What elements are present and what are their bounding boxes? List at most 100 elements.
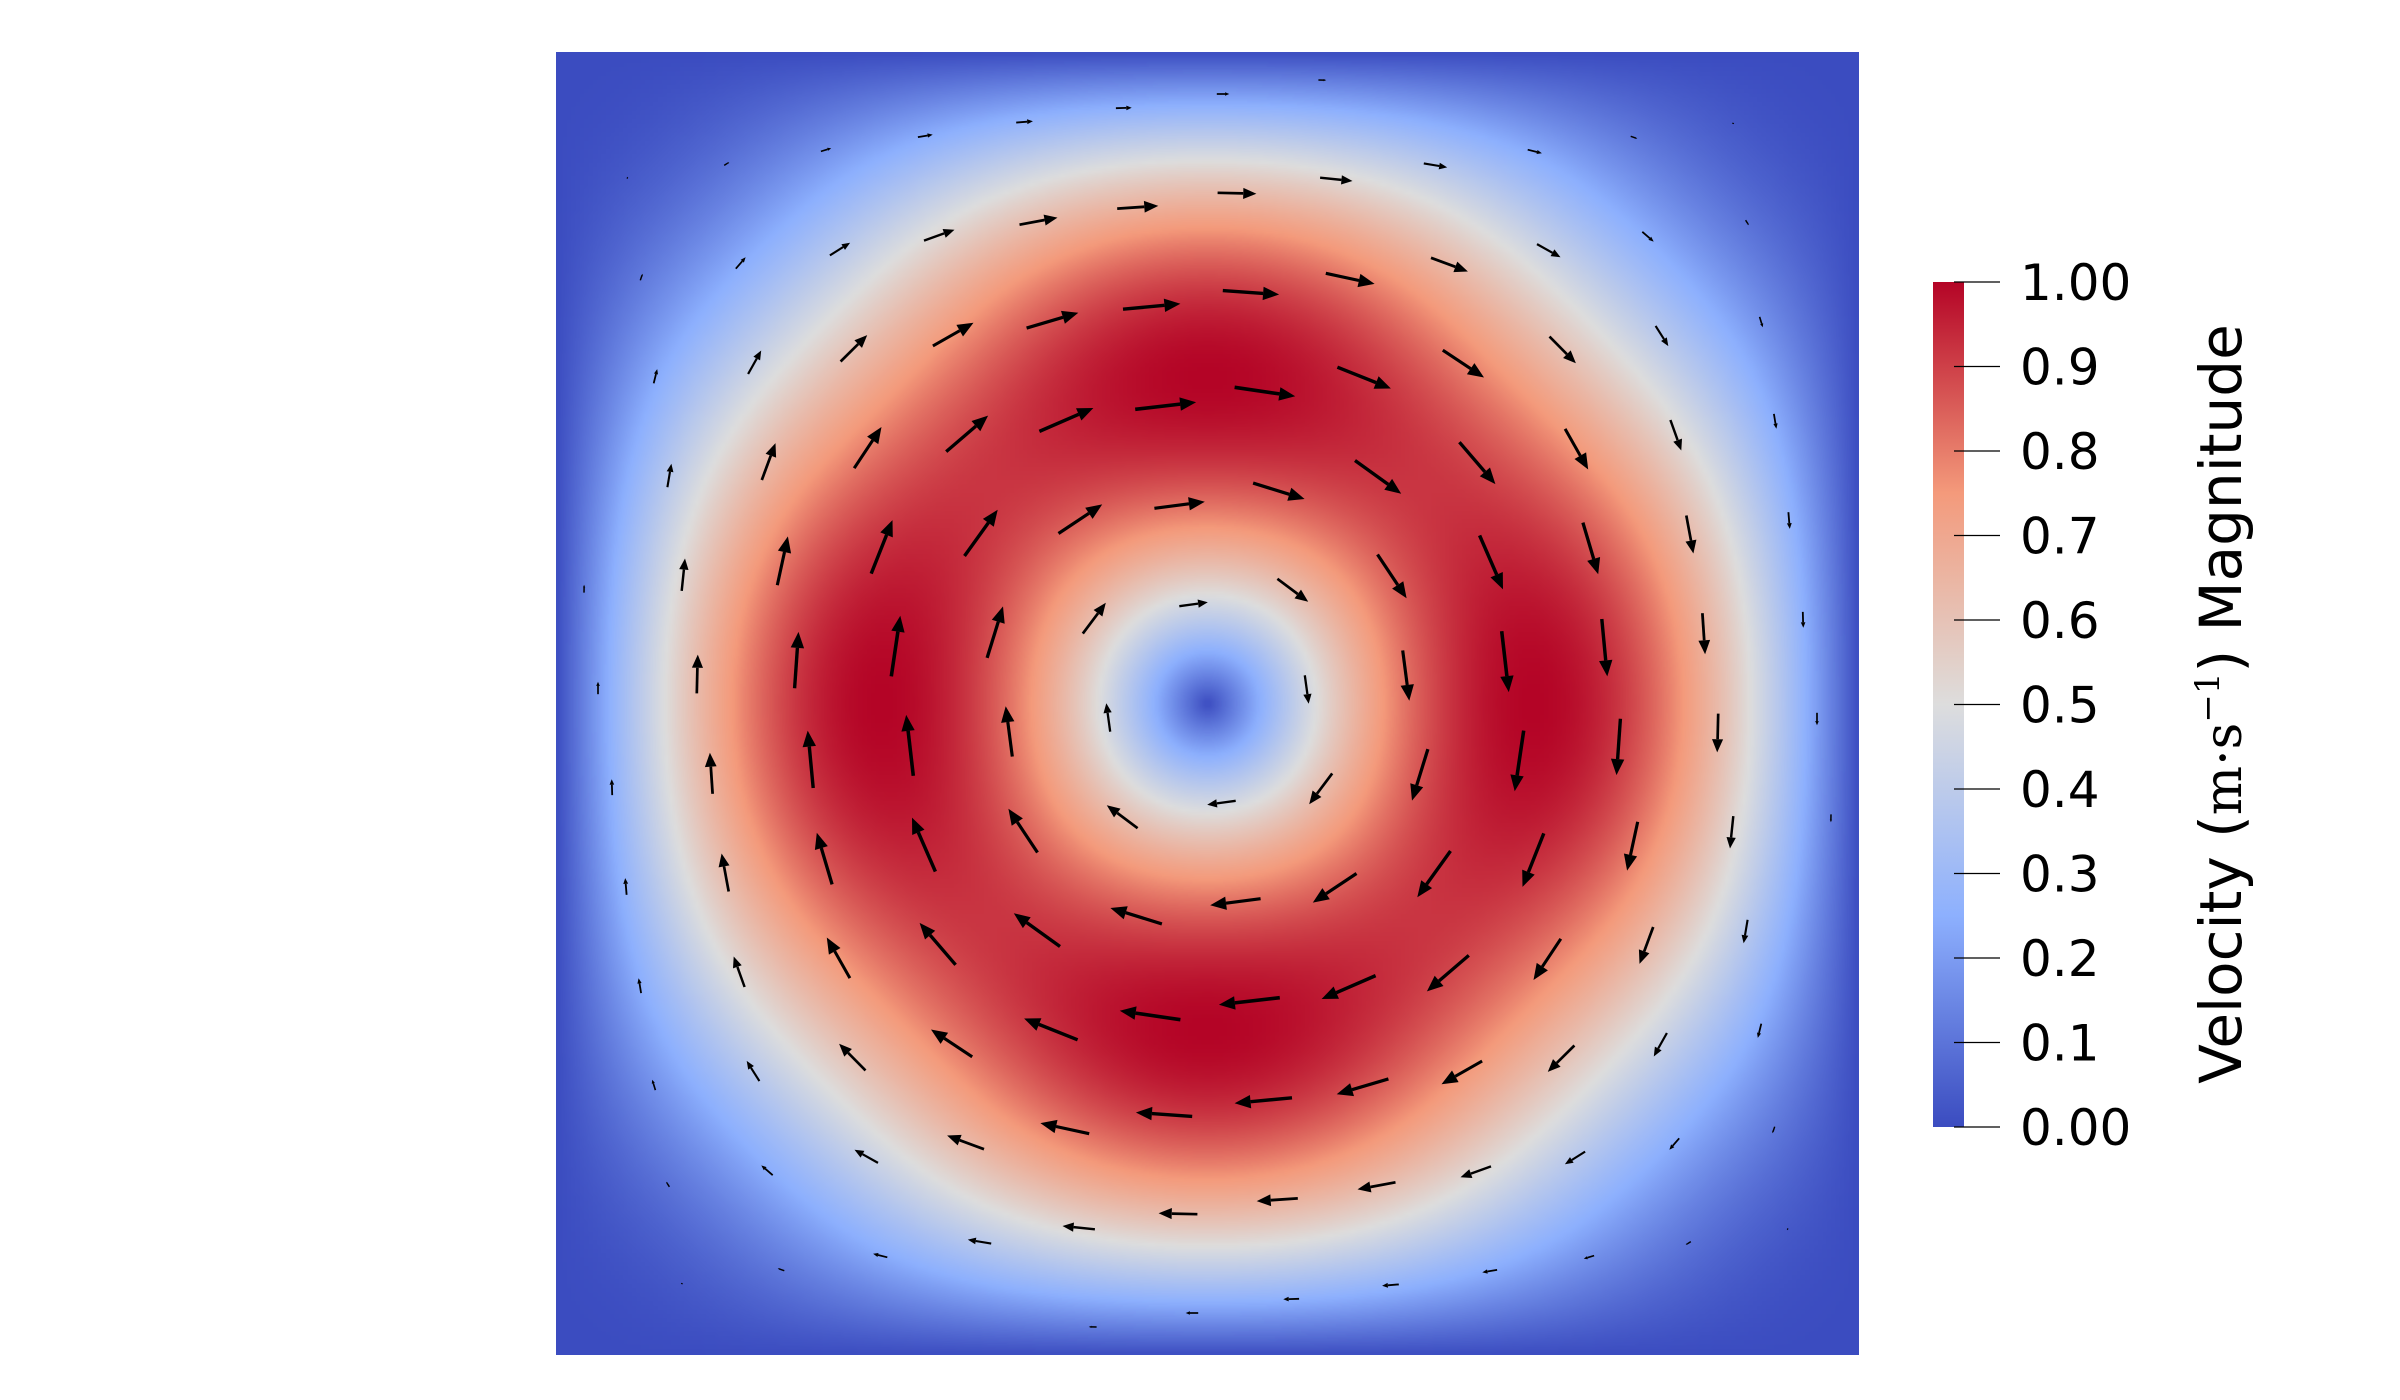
velocity-arrow	[1726, 815, 1736, 849]
velocity-arrow	[666, 463, 674, 488]
velocity-arrow	[1478, 534, 1503, 590]
velocity-arrow-head	[1610, 758, 1625, 776]
velocity-arrow-head	[931, 1029, 949, 1044]
colorbar-tick-label: 0.8	[2020, 423, 2100, 481]
velocity-arrow-head	[1829, 819, 1832, 823]
velocity-arrow-head	[1815, 721, 1819, 726]
velocity-arrow-shaft	[626, 177, 629, 179]
velocity-arrow	[1057, 504, 1103, 535]
velocity-arrow-head	[1341, 175, 1353, 185]
velocity-arrow-head	[956, 322, 974, 337]
velocity-arrow-head	[679, 558, 689, 570]
velocity-arrow-head	[802, 730, 816, 748]
velocity-arrow-head	[1043, 214, 1058, 226]
velocity-arrow-shaft	[1303, 675, 1309, 695]
velocity-arrow	[651, 1079, 657, 1091]
velocity-arrow-head	[1179, 397, 1197, 411]
velocity-arrow-head	[867, 427, 882, 445]
velocity-arrow-shaft	[1526, 832, 1546, 873]
velocity-arrow-shaft	[1081, 612, 1100, 635]
velocity-arrow-head	[1312, 888, 1330, 903]
velocity-arrow	[583, 584, 586, 593]
velocity-arrow	[1638, 926, 1655, 964]
velocity-arrow-head	[1278, 387, 1296, 401]
velocity-arrow-head	[1163, 298, 1181, 312]
velocity-arrow-shaft	[1641, 231, 1651, 239]
velocity-arrow	[1583, 1254, 1595, 1260]
velocity-arrow	[1256, 1194, 1298, 1207]
velocity-arrow-head	[1587, 557, 1601, 575]
velocity-arrow-shaft	[1684, 515, 1693, 541]
velocity-arrow-head	[1013, 913, 1031, 929]
velocity-arrow	[1062, 1222, 1096, 1232]
colorbar-tick-label: 0.00	[2020, 1099, 2131, 1157]
velocity-arrow	[1610, 718, 1625, 776]
velocity-arrow	[1110, 906, 1163, 926]
velocity-arrow-head	[919, 922, 936, 940]
velocity-arrow	[1499, 630, 1514, 693]
velocity-arrow-head	[1773, 423, 1778, 429]
velocity-arrow	[746, 1060, 761, 1082]
velocity-arrow	[1684, 515, 1697, 554]
velocity-arrow-shaft	[1038, 1022, 1079, 1042]
velocity-arrow	[923, 229, 955, 242]
velocity-arrow-head	[1786, 523, 1792, 529]
velocity-arrow-shaft	[1171, 1212, 1198, 1216]
velocity-arrow-head	[1357, 1181, 1372, 1193]
colorbar-tick-label: 1.00	[2020, 254, 2131, 312]
velocity-arrow-head	[1321, 986, 1339, 999]
velocity-arrow-head	[1062, 1222, 1074, 1232]
velocity-arrow-head	[1323, 79, 1327, 82]
velocity-arrow	[1016, 119, 1033, 125]
velocity-arrow	[1430, 256, 1468, 273]
velocity-arrow-shaft	[959, 1138, 985, 1151]
velocity-arrow-shaft	[624, 883, 628, 895]
velocity-arrow-shaft	[1701, 613, 1706, 641]
velocity-arrow	[826, 937, 852, 979]
velocity-arrow-shaft	[695, 667, 699, 694]
velocity-arrow	[1088, 1325, 1097, 1328]
velocity-arrow-head	[1653, 1046, 1662, 1057]
velocity-arrow-head	[753, 350, 762, 361]
velocity-arrow-shaft	[1430, 256, 1456, 269]
velocity-arrow-head	[777, 1268, 781, 1271]
velocity-arrow	[814, 832, 834, 885]
velocity-arrow	[1234, 1095, 1293, 1109]
velocity-arrow	[873, 1253, 888, 1259]
velocity-arrow	[1135, 1106, 1193, 1121]
velocity-arrow-shaft	[1628, 821, 1640, 856]
velocity-arrow	[1712, 713, 1724, 753]
velocity-arrow	[1441, 1059, 1483, 1085]
velocity-arrow-shaft	[1250, 1096, 1293, 1104]
velocity-arrow-shaft	[760, 455, 773, 481]
velocity-arrow-head	[1760, 323, 1764, 328]
velocity-arrow-head	[1303, 693, 1312, 704]
velocity-arrow-head	[839, 1043, 852, 1057]
velocity-arrow	[1815, 712, 1819, 726]
velocity-arrow-shaft	[1370, 1180, 1396, 1189]
velocity-arrow-head	[1256, 1194, 1272, 1207]
velocity-arrow-shaft	[1122, 303, 1165, 311]
velocity-arrow-head	[761, 1165, 767, 1171]
velocity-arrow-shaft	[1642, 926, 1655, 952]
velocity-arrow	[1312, 872, 1358, 903]
velocity-arrow	[1732, 122, 1735, 125]
velocity-arrow-shaft	[1325, 872, 1358, 896]
velocity-arrow	[1669, 419, 1682, 451]
velocity-arrow-shaft	[1151, 1111, 1193, 1119]
velocity-arrow-shaft	[1425, 850, 1452, 886]
velocity-arrow	[1376, 553, 1407, 599]
velocity-arrow-head	[1634, 136, 1638, 139]
velocity-arrow-head	[1673, 438, 1682, 451]
velocity-arrow-head	[1712, 739, 1724, 753]
velocity-arrow-shaft	[829, 246, 844, 257]
velocity-arrow	[623, 878, 629, 895]
velocity-arrow-shaft	[1470, 1165, 1492, 1175]
velocity-arrow-head	[1453, 261, 1468, 273]
velocity-arrow-head	[1479, 467, 1496, 485]
velocity-arrow	[1460, 1165, 1492, 1178]
velocity-arrow-head	[1027, 119, 1033, 125]
velocity-arrow-head	[1599, 659, 1613, 677]
velocity-arrow	[1234, 385, 1296, 401]
